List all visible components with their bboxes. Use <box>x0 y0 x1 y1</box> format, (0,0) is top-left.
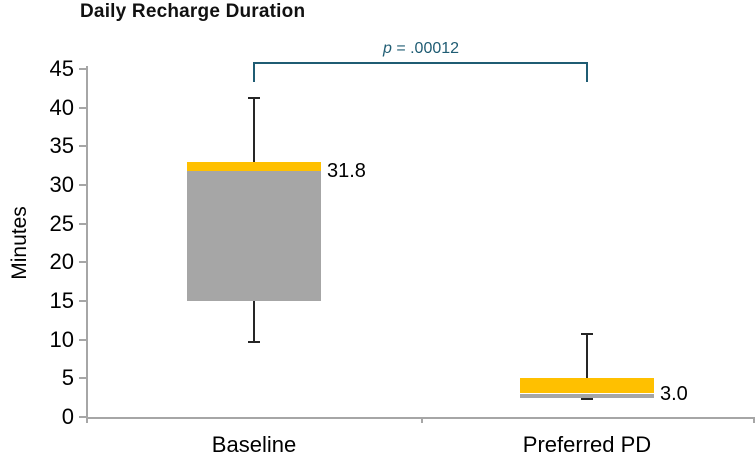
whisker-upper-cap <box>581 333 593 335</box>
bracket-left-drop <box>253 62 255 82</box>
y-tick <box>79 416 88 418</box>
y-tick <box>79 223 88 225</box>
y-tick <box>79 377 88 379</box>
y-axis-line <box>86 66 88 423</box>
y-tick <box>79 261 88 263</box>
y-tick-label: 15 <box>49 288 74 313</box>
y-tick-label: 40 <box>49 95 74 120</box>
bracket-right-drop <box>586 62 588 82</box>
y-tick <box>79 107 88 109</box>
p-value-text: = .00012 <box>391 40 460 57</box>
y-tick-label: 30 <box>49 172 74 197</box>
whisker-upper-line <box>586 334 588 378</box>
category-label: Baseline <box>211 432 297 457</box>
x-axis-mid-tick <box>421 417 423 423</box>
y-tick-label: 5 <box>61 365 74 390</box>
x-axis-end-tick <box>753 417 755 423</box>
y-tick <box>79 68 88 70</box>
median-label: 3.0 <box>660 383 688 405</box>
y-tick <box>79 184 88 186</box>
whisker-upper-cap <box>248 97 260 99</box>
whisker-lower-cap <box>248 341 260 343</box>
box-upper-segment <box>520 378 654 393</box>
bracket-horizontal <box>253 62 588 64</box>
y-tick-label: 35 <box>49 133 74 158</box>
y-tick-label: 45 <box>49 56 74 81</box>
box-upper-segment <box>187 162 321 171</box>
x-axis-line <box>86 417 755 419</box>
y-tick-label: 10 <box>49 327 74 352</box>
box-lower-segment <box>520 394 654 398</box>
y-tick <box>79 145 88 147</box>
chart-title: Daily Recharge Duration <box>80 1 306 22</box>
p-value-annotation: p = .00012 <box>383 41 459 57</box>
whisker-upper-line <box>253 98 255 162</box>
y-tick <box>79 300 88 302</box>
p-symbol: p <box>382 40 392 57</box>
y-tick-label: 20 <box>49 249 74 274</box>
y-tick-label: 25 <box>49 211 74 236</box>
category-label: Preferred PD <box>522 432 652 457</box>
y-tick-label: 0 <box>61 404 74 429</box>
y-tick <box>79 339 88 341</box>
whisker-lower-line <box>253 301 255 342</box>
whisker-lower-cap <box>581 398 593 400</box>
box-lower-segment <box>187 171 321 301</box>
median-label: 31.8 <box>327 160 366 182</box>
